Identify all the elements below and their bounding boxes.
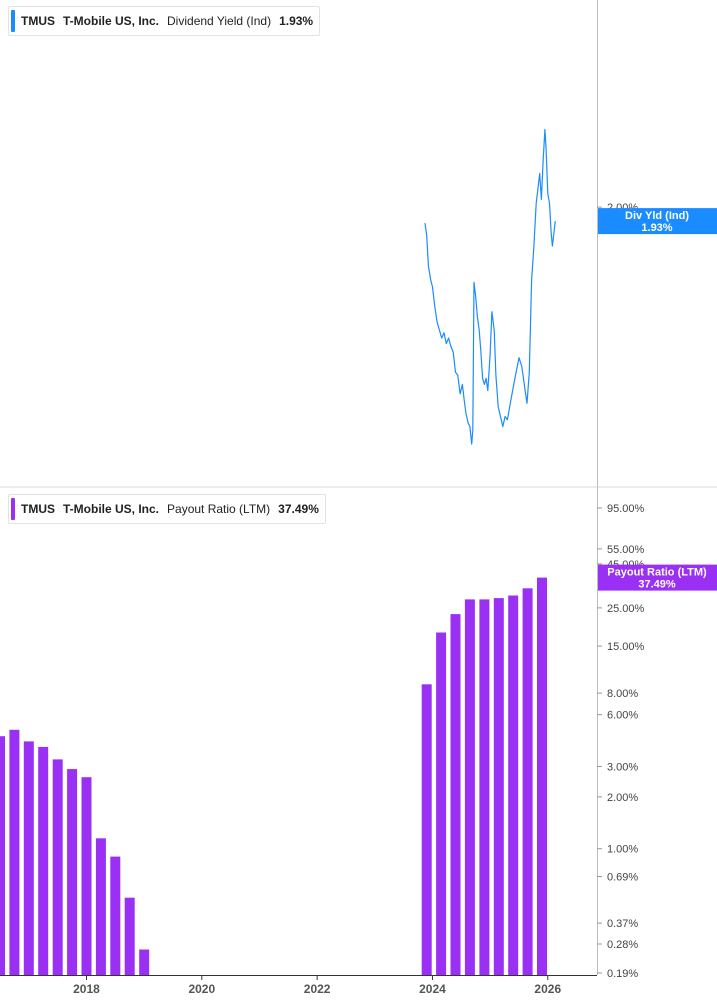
- x-tick-label: 2020: [188, 982, 215, 996]
- payout-ratio-bar: [450, 614, 461, 975]
- y-tick-label: 0.28%: [607, 939, 638, 951]
- payout-ratio-bar: [81, 777, 92, 975]
- x-tick-label: 2022: [304, 982, 331, 996]
- payout-ratio-bar: [124, 897, 135, 975]
- payout-ratio-flag-value: 37.49%: [638, 579, 676, 591]
- legend-ticker: TMUS: [21, 502, 55, 516]
- payout-ratio-bar: [95, 838, 106, 975]
- y-tick-label: 0.37%: [607, 918, 638, 930]
- dividend-yield-legend[interactable]: TMUS T-Mobile US, Inc. Dividend Yield (I…: [8, 6, 321, 36]
- legend-metric: Payout Ratio (LTM): [167, 502, 271, 516]
- payout-ratio-bar: [522, 588, 533, 975]
- y-tick-label: 55.00%: [607, 544, 645, 556]
- legend-value: 37.49%: [278, 502, 319, 516]
- legend-ticker: TMUS: [21, 14, 55, 28]
- series-color-swatch: [11, 10, 15, 32]
- legend-metric: Dividend Yield (Ind): [167, 14, 272, 28]
- payout-ratio-bar: [9, 729, 20, 975]
- div-yield-value-flag: Div Yld (Ind) 1.93%: [598, 208, 717, 235]
- payout-ratio-bar: [139, 949, 150, 975]
- payout-ratio-bar: [0, 736, 5, 975]
- div-yield-flag-label: Div Yld (Ind): [625, 210, 689, 222]
- payout-ratio-bar: [67, 769, 78, 975]
- time-axis: 2018 2020 2022 2024 2026: [73, 975, 561, 996]
- y-tick-label: 0.69%: [607, 872, 638, 884]
- payout-ratio-legend[interactable]: TMUS T-Mobile US, Inc. Payout Ratio (LTM…: [8, 494, 326, 524]
- y-tick-label: 0.19%: [607, 968, 638, 980]
- y-tick-label: 25.00%: [607, 603, 645, 615]
- x-tick-label: 2024: [419, 982, 446, 996]
- y-tick-label: 8.00%: [607, 688, 638, 700]
- payout-ratio-bar: [52, 759, 63, 975]
- payout-ratio-plot: [0, 577, 547, 975]
- dividend-yield-plot: [424, 128, 556, 445]
- payout-ratio-bar: [436, 632, 447, 975]
- legend-company: T-Mobile US, Inc.: [63, 14, 160, 28]
- legend-company: T-Mobile US, Inc.: [63, 502, 160, 516]
- payout-ratio-bar: [38, 746, 49, 975]
- payout-ratio-value-flag: Payout Ratio (LTM) 37.49%: [598, 564, 717, 591]
- payout-ratio-bar: [110, 856, 121, 975]
- payout-ratio-bar: [537, 577, 547, 975]
- payout-ratio-bar: [464, 599, 475, 975]
- payout-ratio-flag-label: Payout Ratio (LTM): [607, 567, 707, 579]
- y-tick-label: 2.00%: [607, 792, 638, 804]
- legend-value: 1.93%: [279, 14, 314, 28]
- y-tick-label: 95.00%: [607, 503, 645, 515]
- payout-ratio-bar: [508, 595, 519, 975]
- dividend-yield-line: [424, 128, 556, 445]
- payout-ratio-bar: [493, 598, 504, 975]
- div-yield-flag-value: 1.93%: [641, 222, 672, 234]
- y-tick-label: 6.00%: [607, 710, 638, 722]
- payout-ratio-bar: [421, 684, 432, 975]
- payout-ratio-axis: 95.00%55.00%45.00%25.00%15.00%8.00%6.00%…: [597, 503, 645, 980]
- x-tick-label: 2026: [534, 982, 561, 996]
- series-color-swatch: [11, 498, 15, 520]
- y-tick-label: 3.00%: [607, 762, 638, 774]
- y-tick-label: 1.00%: [607, 844, 638, 856]
- payout-ratio-bar: [479, 599, 490, 975]
- y-tick-label: 15.00%: [607, 641, 645, 653]
- payout-ratio-bar: [23, 741, 34, 975]
- x-tick-label: 2018: [73, 982, 100, 996]
